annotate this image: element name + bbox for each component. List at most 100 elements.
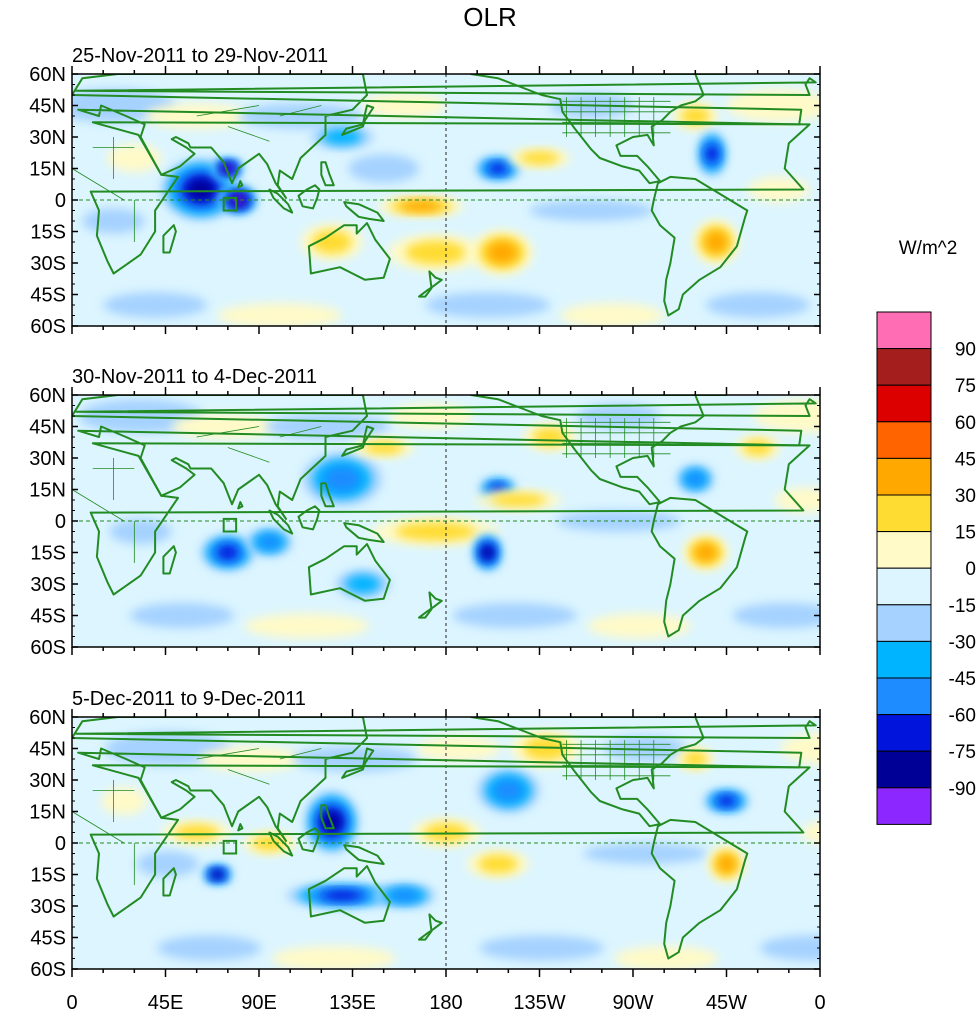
x-tick-label: 0	[66, 992, 77, 1014]
colorbar-labels: 90 75 60 45 30 15 0 -15 -30 -45 -60 -75 -90	[949, 340, 976, 800]
colorbar-level-label: -45	[949, 669, 976, 690]
colorbar: W/m^2 90 75 60 45 30 15 0 -15 -30 -45 -60 -75 -90	[876, 238, 976, 825]
background-patch	[157, 935, 262, 961]
colorbar-box	[876, 311, 932, 350]
coastline-srilanka	[237, 180, 244, 189]
country-border	[227, 126, 270, 142]
y-tick-label: 30N	[29, 770, 66, 792]
anomaly-contour	[348, 154, 419, 183]
coastline-philippines	[320, 804, 335, 830]
colorbar-level-label: 75	[955, 376, 976, 397]
background-patch	[705, 292, 810, 318]
colorbar-level-label: -15	[949, 596, 976, 617]
anomaly-contour	[395, 522, 476, 541]
panel-1-field	[72, 74, 820, 326]
coastline-japan	[341, 104, 375, 136]
x-tick-label: 135W	[513, 992, 565, 1014]
country-border	[196, 426, 260, 438]
coastline-sumatra	[268, 831, 294, 857]
panel-2-coastlines	[72, 395, 817, 638]
background-patch	[614, 945, 719, 969]
coastline-newguinea	[343, 522, 385, 543]
coastline-borneo	[297, 505, 321, 531]
background-patch	[560, 302, 665, 326]
background-patch	[78, 399, 203, 433]
coastline-madagascar	[162, 224, 177, 254]
y-tick-label: 45S	[30, 285, 66, 307]
coastline-africa	[89, 442, 811, 596]
coastline-samerica	[650, 496, 749, 638]
coastline-nz	[418, 591, 443, 619]
y-tick-label: 15S	[30, 865, 66, 887]
coastline-srilanka	[237, 501, 244, 510]
background-patch	[583, 843, 708, 864]
anomaly-contour	[487, 241, 518, 264]
x-tick-label: 45W	[706, 992, 747, 1014]
coastline-japan	[341, 747, 375, 779]
coastline-eurasia	[72, 395, 803, 520]
y-tick-label: 45S	[30, 606, 66, 628]
y-tick-label: 0	[55, 833, 66, 855]
y-tick-label: 45N	[29, 739, 66, 761]
panel-3-period-label: 5-Dec-2011 to 9-Dec-2011	[72, 688, 306, 710]
background-patch	[452, 602, 577, 629]
coastline-greenland	[694, 74, 729, 75]
y-tick-label: 30S	[30, 253, 66, 275]
coastline-greenland	[694, 717, 729, 718]
coastline-uk	[75, 720, 817, 739]
anomaly-contour	[694, 543, 717, 562]
colorbar-level-label: 45	[955, 449, 976, 470]
region-box	[222, 196, 238, 212]
coastline-africa	[89, 121, 811, 275]
background-patch	[217, 302, 343, 326]
country-border	[227, 769, 270, 785]
figure-title: OLR	[463, 2, 516, 32]
country-border	[227, 447, 270, 463]
anomaly-contour	[211, 870, 224, 879]
background-patch	[271, 945, 397, 969]
background-patch	[587, 613, 692, 639]
country-border	[72, 489, 125, 522]
colorbar-level-label: -30	[949, 632, 976, 653]
x-tick-label: 135E	[329, 992, 376, 1014]
background-patch	[479, 935, 604, 961]
y-tick-label: 15S	[30, 543, 66, 565]
coastline-borneo	[297, 827, 321, 853]
colorbar-level-label: 60	[955, 413, 976, 434]
coastline-srilanka	[237, 823, 244, 832]
colorbar-box	[876, 531, 932, 569]
coastline-samerica	[650, 175, 749, 317]
country-border	[279, 105, 322, 117]
background-patch	[244, 613, 370, 639]
coastline-australia	[307, 222, 391, 281]
anomaly-contour	[705, 144, 719, 163]
y-tick-label: 45S	[30, 928, 66, 950]
colorbar-level-label: -75	[949, 742, 976, 763]
country-border	[279, 426, 322, 438]
anomaly-contour	[101, 786, 147, 816]
anomaly-contour	[704, 231, 728, 253]
colorbar-box	[876, 787, 932, 825]
panel-3-coastlines	[72, 717, 817, 960]
colorbar-box	[876, 640, 932, 679]
panel-1-period-label: 25-Nov-2011 to 29-Nov-2011	[72, 45, 328, 67]
coastline-eurasia	[72, 717, 803, 842]
coastline-australia	[307, 865, 391, 924]
anomaly-contour	[519, 151, 560, 165]
coastline-greenland	[694, 395, 729, 396]
anomaly-contour	[742, 439, 773, 456]
anomaly-contour	[493, 779, 524, 802]
coastline-philippines	[320, 482, 335, 508]
anomaly-contour	[174, 824, 220, 841]
anomaly-contour	[400, 201, 442, 212]
y-tick-label: 60S	[30, 637, 66, 659]
coastline-samerica	[650, 818, 749, 960]
y-tick-label: 30N	[29, 127, 66, 149]
y-tick-label: 30N	[29, 448, 66, 470]
colorbar-level-label: -90	[949, 779, 976, 800]
colorbar-box	[876, 348, 932, 386]
coastline-newguinea	[343, 844, 385, 865]
anomaly-contour	[680, 106, 711, 126]
colorbar-box	[876, 494, 932, 533]
y-tick-label: 15N	[29, 802, 66, 824]
